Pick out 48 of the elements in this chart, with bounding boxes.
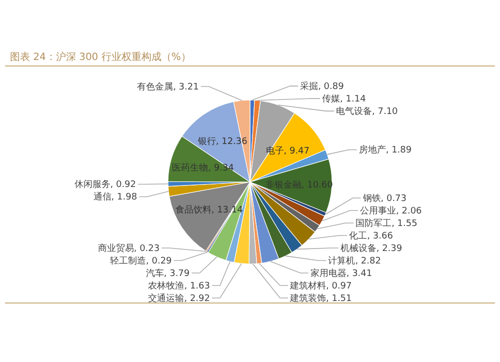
data-label: , 1.63 [184,282,210,292]
slice-label: 银行 [196,136,216,148]
slice-label: 轻工制造 [110,256,146,266]
slice-label: 公用事业 [360,206,396,216]
data-label: , 0.89 [318,82,344,92]
data-label: , 1.89 [386,146,412,156]
data-label: , 9.47 [284,146,310,156]
data-label: , 0.23 [134,244,160,254]
slice-label: 汽车 [146,268,164,279]
data-label: , 7.10 [372,107,398,118]
chart-title: 图表 24：沪深 300 行业权重构成（%） [10,51,191,63]
slice-label: 钢铁 [362,193,381,204]
slice-label: 食品饮料 [175,204,212,216]
slice-label: 机械设备 [340,243,376,254]
slice-label: 医药生物 [172,162,208,174]
slice-label: 休闲服务 [74,179,110,190]
slice-label: 传媒 [322,94,340,105]
data-label: , 1.55 [392,219,418,229]
data-label: , 3.41 [346,269,372,279]
data-label: , 1.51 [326,294,352,304]
slice-label: 有色金属 [137,81,174,92]
slice-label: 非银金融 [265,179,302,190]
data-label: , 0.73 [380,194,407,204]
data-label: , 1.98 [111,192,138,203]
data-label: , 0.97 [326,282,352,292]
slice-label: 采掘 [300,81,318,92]
data-label: , 3.79 [164,269,190,279]
data-label: , 2.06 [396,206,422,216]
data-label: , 0.92 [110,180,136,190]
data-label: , 1.14 [340,94,366,105]
data-label: , 2.92 [184,294,210,304]
slice-label: 建筑材料 [289,280,326,292]
data-label: , 0.29 [146,256,172,266]
slice-label: 化工 [349,230,368,242]
slice-label: 交通运输 [148,293,184,304]
slice-label: 电气设备 [336,106,372,118]
slice-label: 家用电器 [310,268,346,279]
slice-label: 计算机 [328,256,356,266]
data-label: , 2.82 [355,256,381,266]
slice-label: 房地产 [358,144,386,156]
slice-label: 建筑装饰 [289,293,326,304]
slice-label: 商业贸易 [98,243,134,254]
data-label: , 3.21 [173,82,199,92]
slice-label: 农林牧渔 [148,280,184,292]
slice-label: 通信 [93,192,112,203]
data-label: , 2.39 [376,244,402,254]
data-label: , 3.66 [367,232,394,242]
slice-label: 国防军工 [356,218,392,229]
